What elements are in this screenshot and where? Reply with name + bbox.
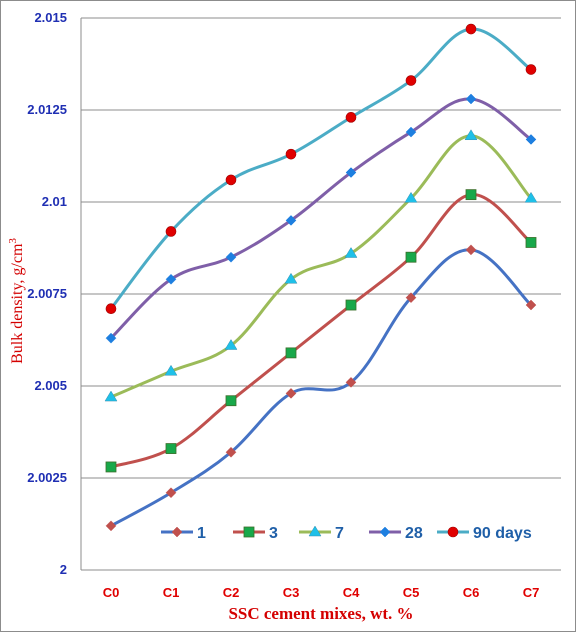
legend-entry: 7 <box>299 525 344 542</box>
x-tick-label: C6 <box>463 585 480 600</box>
legend-marker <box>171 526 183 538</box>
legend-marker <box>379 526 391 538</box>
legend-entry: 28 <box>369 525 423 542</box>
y-tick-label: 2.015 <box>34 10 67 25</box>
legend-label: 90 days <box>473 525 532 542</box>
data-point <box>404 191 418 203</box>
data-point <box>344 247 358 258</box>
x-tick-label: C0 <box>103 585 120 600</box>
legend-entry: 3 <box>233 525 278 542</box>
legend-label: 3 <box>269 525 278 542</box>
data-point <box>105 520 117 532</box>
data-point <box>165 273 177 285</box>
data-point <box>525 237 537 248</box>
legend-label: 28 <box>405 525 423 542</box>
data-point <box>165 487 177 499</box>
data-point <box>465 189 477 201</box>
data-point <box>285 347 297 359</box>
data-point <box>464 129 478 141</box>
x-tick-label: C4 <box>343 585 360 600</box>
x-tick-label: C2 <box>223 585 240 600</box>
y-tick-label: 2.0125 <box>27 102 67 117</box>
legend-marker <box>308 525 322 537</box>
data-point <box>165 443 177 454</box>
data-point <box>405 251 417 263</box>
data-point <box>525 134 537 145</box>
data-point <box>345 376 357 388</box>
data-point <box>345 299 357 311</box>
data-point <box>345 112 357 123</box>
y-tick-label: 2.005 <box>34 378 67 393</box>
data-point <box>465 93 477 105</box>
y-tick-label: 2.01 <box>42 194 67 209</box>
data-point <box>465 244 477 256</box>
data-point <box>105 332 117 344</box>
x-axis-label: SSC cement mixes, wt. % <box>228 604 413 623</box>
data-point <box>285 148 297 160</box>
x-tick-label: C3 <box>283 585 300 600</box>
y-tick-label: 2 <box>60 562 67 577</box>
data-point <box>405 126 417 138</box>
data-point <box>405 292 417 304</box>
data-point <box>225 174 237 186</box>
data-point <box>285 215 297 226</box>
y-tick-label: 2.0075 <box>27 286 67 301</box>
data-point <box>345 167 357 178</box>
series-line <box>110 134 533 399</box>
data-point <box>225 251 237 263</box>
data-point <box>105 461 117 473</box>
data-point <box>164 364 178 376</box>
legend-label: 1 <box>197 525 206 542</box>
data-point <box>285 388 297 399</box>
data-point <box>165 226 177 237</box>
series-90-days <box>105 23 537 315</box>
data-point <box>225 395 237 407</box>
data-point <box>405 75 417 86</box>
data-point <box>104 390 118 402</box>
data-point <box>105 303 117 315</box>
data-point <box>284 272 298 284</box>
x-tick-label: C1 <box>163 585 180 600</box>
y-axis-label: Bulk density, g/cm3 <box>7 238 26 364</box>
axes <box>80 18 561 571</box>
legend-marker <box>243 526 255 538</box>
data-point <box>225 446 237 458</box>
tick-labels: 2 2.0025 2.005 2.0075 2.01 2.0125 2.015 C0 C1 C2 C… <box>27 10 539 600</box>
legend-marker <box>447 526 459 538</box>
legend: 1 3 7 28 90 days <box>161 525 532 542</box>
legend-label: 7 <box>335 525 344 542</box>
series-line <box>110 248 533 528</box>
y-axis-label-text: Bulk density, g/cm <box>9 243 26 364</box>
legend-entry: 1 <box>161 525 206 542</box>
x-tick-label: C5 <box>403 585 420 600</box>
series-lines <box>104 23 538 532</box>
data-point <box>224 339 238 350</box>
series-7 <box>104 129 538 402</box>
data-point <box>525 299 537 311</box>
y-tick-label: 2.0025 <box>27 470 67 485</box>
data-point <box>465 23 477 35</box>
gridlines <box>81 17 561 571</box>
x-tick-label: C7 <box>523 585 540 600</box>
series-1 <box>105 244 537 532</box>
data-point <box>525 64 537 75</box>
data-point <box>524 191 538 203</box>
series-28 <box>105 93 537 344</box>
series-3 <box>105 189 537 473</box>
y-axis-label-superscript: 3 <box>7 238 19 244</box>
legend-entry: 90 days <box>437 525 532 542</box>
